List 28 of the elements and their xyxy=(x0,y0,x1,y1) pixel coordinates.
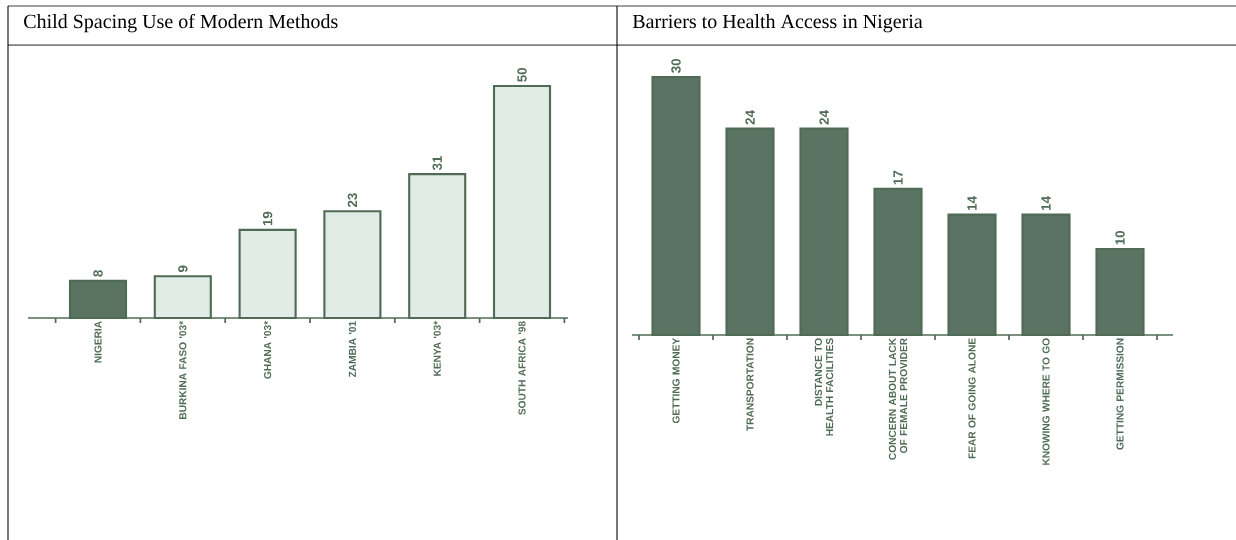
data-label: 14 xyxy=(1041,196,1051,211)
chart-title: Child Spacing Use of Modern Methods xyxy=(24,13,338,33)
data-label: 24 xyxy=(819,110,829,125)
data-label: 31 xyxy=(432,155,442,171)
data-label: 10 xyxy=(1115,230,1125,245)
x-tick-label: ZAMBIA '01 xyxy=(348,321,356,378)
x-tick-label: KNOWING WHERE TO GO xyxy=(1042,338,1050,465)
data-label: 17 xyxy=(893,170,903,185)
chart-title: Barriers to Health Access in Nigeria xyxy=(632,14,923,33)
x-tick-label: KENYA '03* xyxy=(433,320,441,376)
data-label: 19 xyxy=(262,211,273,226)
data-label: 9 xyxy=(178,265,188,273)
x-tick-label: GHANA '03* xyxy=(264,320,272,379)
data-label: 23 xyxy=(347,193,358,208)
x-tick-label: DISTANCE TO HEALTH FACILITIES xyxy=(814,338,834,436)
data-label: 50 xyxy=(517,67,527,82)
x-tick-label: BURKINA FASO '03* xyxy=(179,320,187,419)
x-tick-label: CONCERN ABOUT LACK OF FEMALE PROVIDER xyxy=(888,338,908,460)
x-tick-label: TRANSPORTATION xyxy=(746,338,754,431)
x-tick-label: NIGERIA xyxy=(94,321,102,363)
x-tick-label: GETTING PERMISSION xyxy=(1116,338,1124,450)
data-label: 8 xyxy=(93,270,103,277)
data-label: 30 xyxy=(671,58,681,73)
data-label: 24 xyxy=(745,110,755,125)
x-tick-label: SOUTH AFRICA '98 xyxy=(518,321,526,415)
x-tick-label: GETTING MONEY xyxy=(672,338,680,424)
data-label: 14 xyxy=(967,196,977,211)
x-tick-label: FEAR OF GOING ALONE xyxy=(968,338,976,459)
